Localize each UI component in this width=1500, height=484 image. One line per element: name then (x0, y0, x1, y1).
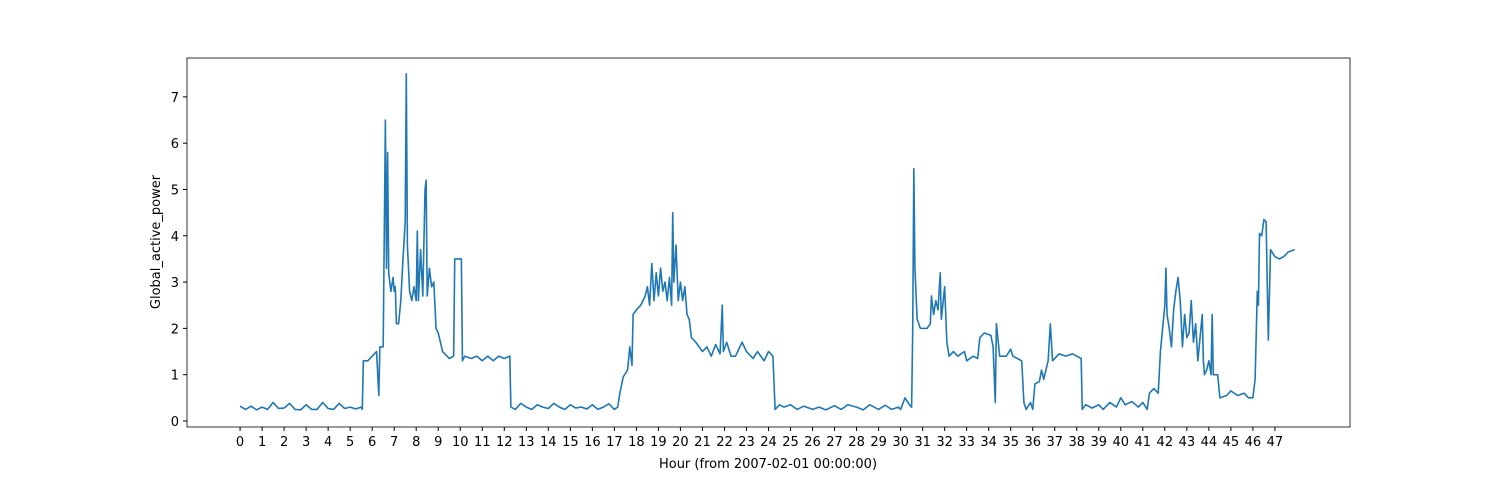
x-tick-label: 12 (496, 435, 513, 450)
x-tick-label: 10 (452, 435, 469, 450)
x-tick-label: 43 (1179, 435, 1196, 450)
x-axis-label: Hour (from 2007-02-01 00:00:00) (659, 457, 877, 472)
x-tick-label: 38 (1068, 435, 1085, 450)
y-tick-label: 4 (171, 230, 179, 245)
x-tick-label: 26 (804, 435, 821, 450)
x-tick-label: 7 (390, 435, 398, 450)
y-tick-label: 6 (171, 137, 179, 152)
y-axis-label: Global_active_power (149, 174, 164, 309)
x-tick-label: 31 (914, 435, 931, 450)
plot-frame (186, 57, 1351, 428)
x-tick-label: 29 (870, 435, 887, 450)
x-tick-label: 44 (1201, 435, 1218, 450)
x-tick-label: 17 (606, 435, 623, 450)
x-tick-label: 11 (474, 435, 491, 450)
x-tick-label: 30 (892, 435, 909, 450)
x-tick-label: 15 (562, 435, 579, 450)
x-tick-label: 32 (936, 435, 953, 450)
y-tick-label: 7 (171, 91, 179, 106)
x-tick-label: 36 (1024, 435, 1041, 450)
x-tick-label: 19 (650, 435, 667, 450)
y-tick-label: 3 (171, 276, 179, 291)
x-tick-label: 34 (980, 435, 997, 450)
x-tick-label: 6 (368, 435, 376, 450)
x-tick-label: 0 (236, 435, 244, 450)
x-tick-label: 3 (302, 435, 310, 450)
y-tick-label: 2 (171, 322, 179, 337)
x-tick-label: 46 (1245, 435, 1262, 450)
x-tick-label: 5 (346, 435, 354, 450)
x-tick-label: 37 (1046, 435, 1063, 450)
x-tick-label: 21 (694, 435, 711, 450)
x-tick-label: 18 (628, 435, 645, 450)
x-tick-label: 45 (1223, 435, 1240, 450)
x-tick-label: 14 (540, 435, 557, 450)
x-tick-label: 27 (826, 435, 843, 450)
x-tick-label: 13 (518, 435, 535, 450)
x-tick-label: 23 (738, 435, 755, 450)
x-tick-label: 33 (958, 435, 975, 450)
x-tick-label: 16 (584, 435, 601, 450)
x-tick-label: 47 (1267, 435, 1284, 450)
x-tick-label: 42 (1157, 435, 1174, 450)
x-tick-label: 2 (280, 435, 288, 450)
x-tick-label: 39 (1090, 435, 1107, 450)
x-tick-label: 24 (760, 435, 777, 450)
y-tick-label: 0 (171, 415, 179, 430)
x-tick-label: 22 (716, 435, 733, 450)
x-tick-label: 9 (434, 435, 442, 450)
x-tick-label: 8 (412, 435, 420, 450)
x-tick-label: 1 (258, 435, 266, 450)
x-tick-label: 4 (324, 435, 332, 450)
x-tick-label: 25 (782, 435, 799, 450)
y-tick-label: 5 (171, 183, 179, 198)
x-tick-label: 41 (1135, 435, 1152, 450)
line-series (239, 72, 1295, 411)
x-tick-label: 40 (1113, 435, 1130, 450)
x-tick-label: 20 (672, 435, 689, 450)
x-tick-label: 28 (848, 435, 865, 450)
y-tick-label: 1 (171, 369, 179, 384)
x-tick-label: 35 (1002, 435, 1019, 450)
